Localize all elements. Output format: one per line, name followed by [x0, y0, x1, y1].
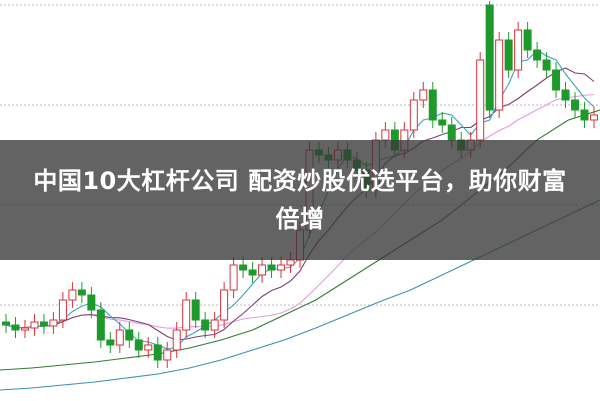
candle-down: [77, 289, 86, 296]
candle-down: [580, 109, 589, 121]
candle-up: [68, 289, 77, 301]
candle-up: [590, 114, 598, 121]
candle-down: [523, 29, 532, 51]
candle-up: [163, 349, 172, 361]
candle-down: [134, 339, 143, 351]
candle-down: [438, 119, 447, 126]
candle-down: [39, 321, 48, 327]
candle-down: [106, 339, 115, 346]
candle-down: [552, 69, 561, 91]
candle-up: [514, 29, 523, 71]
candle-up: [286, 259, 295, 266]
candle-up: [30, 321, 39, 329]
candle-up: [210, 319, 219, 331]
candle-down: [561, 89, 570, 101]
candle-down: [153, 344, 162, 361]
candle-up: [49, 319, 58, 327]
candle-down: [267, 264, 276, 271]
candle-up: [258, 264, 267, 276]
candle-down: [239, 264, 248, 271]
candle-up: [172, 329, 181, 351]
candle-up: [381, 129, 390, 141]
candle-down: [533, 49, 542, 61]
candle-down: [571, 99, 580, 111]
candle-down: [87, 294, 96, 311]
candle-up: [277, 264, 286, 271]
candle-up: [20, 327, 29, 331]
candle-down: [201, 319, 210, 331]
candle-down: [428, 89, 437, 121]
candle-up: [419, 89, 428, 101]
candle-up: [220, 289, 229, 321]
candle-up: [115, 329, 124, 346]
candle-up: [476, 59, 485, 141]
candle-down: [542, 59, 551, 71]
headline-banner: 中国10大杠杆公司 配资炒股优选平台，助你财富 倍增: [0, 140, 600, 260]
candle-down: [504, 39, 513, 71]
candle-down: [125, 329, 134, 341]
candle-down: [11, 324, 20, 331]
candle-up: [229, 264, 238, 291]
headline-line-1: 中国10大杠杆公司 配资炒股优选平台，助你财富: [33, 167, 567, 195]
candle-down: [447, 124, 456, 141]
candle-down: [248, 269, 257, 276]
headline-line-2: 倍增: [275, 205, 325, 233]
candle-down: [191, 299, 200, 321]
candle-up: [182, 299, 191, 331]
candle-down: [485, 4, 494, 111]
candle-up: [144, 344, 153, 351]
candle-up: [495, 39, 504, 111]
candle-down: [2, 321, 10, 326]
candle-up: [409, 99, 418, 131]
candle-down: [96, 309, 105, 341]
candle-up: [58, 299, 67, 321]
